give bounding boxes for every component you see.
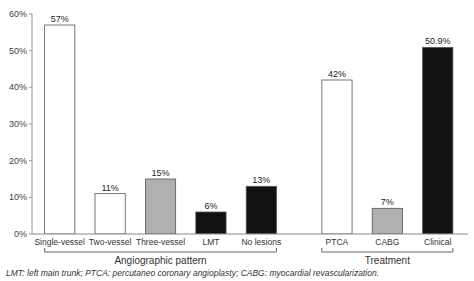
group-bracket — [322, 248, 453, 252]
bar — [372, 208, 402, 234]
x-tick-label: Clinical — [424, 237, 452, 247]
x-tick-label: LMT — [202, 237, 219, 247]
data-label: 11% — [101, 183, 118, 193]
y-tick-label: 20% — [9, 156, 27, 166]
x-tick-label: Two-vessel — [89, 237, 132, 247]
data-label: 50.9% — [425, 36, 451, 46]
group-label: Angiographic pattern — [114, 255, 206, 266]
data-label: 57% — [51, 14, 69, 24]
bar — [45, 25, 75, 234]
y-axis-line — [32, 14, 33, 234]
y-tick-label: 10% — [9, 192, 27, 202]
data-label: 42% — [328, 69, 346, 79]
x-tick-label: No lesions — [241, 237, 281, 247]
x-tick-label: Single-vessel — [34, 237, 85, 247]
x-tick-label: Three-vessel — [136, 237, 185, 247]
x-tick-label: CABG — [375, 237, 399, 247]
data-label: 6% — [204, 201, 217, 211]
bar — [95, 194, 125, 234]
bar — [145, 179, 175, 234]
data-label: 15% — [152, 168, 170, 178]
y-tick-label: 50% — [9, 46, 27, 56]
data-label: 7% — [381, 197, 394, 207]
bar — [196, 212, 226, 234]
x-axis-line — [32, 234, 468, 235]
chart: 0% 10% 20% 30% 40% 50% 60% 57% 11% 15% 6% 13% 42% 7% 5… — [0, 0, 474, 281]
y-tick-label: 0% — [14, 229, 27, 239]
bar — [423, 47, 453, 234]
bar — [322, 80, 352, 234]
data-label: 13% — [252, 175, 270, 185]
y-tick-label: 30% — [9, 119, 27, 129]
y-tick-label: 40% — [9, 82, 27, 92]
x-tick-label: PTCA — [326, 237, 349, 247]
group-bracket — [45, 248, 277, 252]
y-tick-label: 60% — [9, 9, 27, 19]
bars — [45, 25, 453, 234]
bar — [246, 186, 276, 234]
footnote: LMT: left main trunk; PTCA: percutaneo c… — [6, 268, 379, 278]
group-label: Treatment — [365, 255, 410, 266]
